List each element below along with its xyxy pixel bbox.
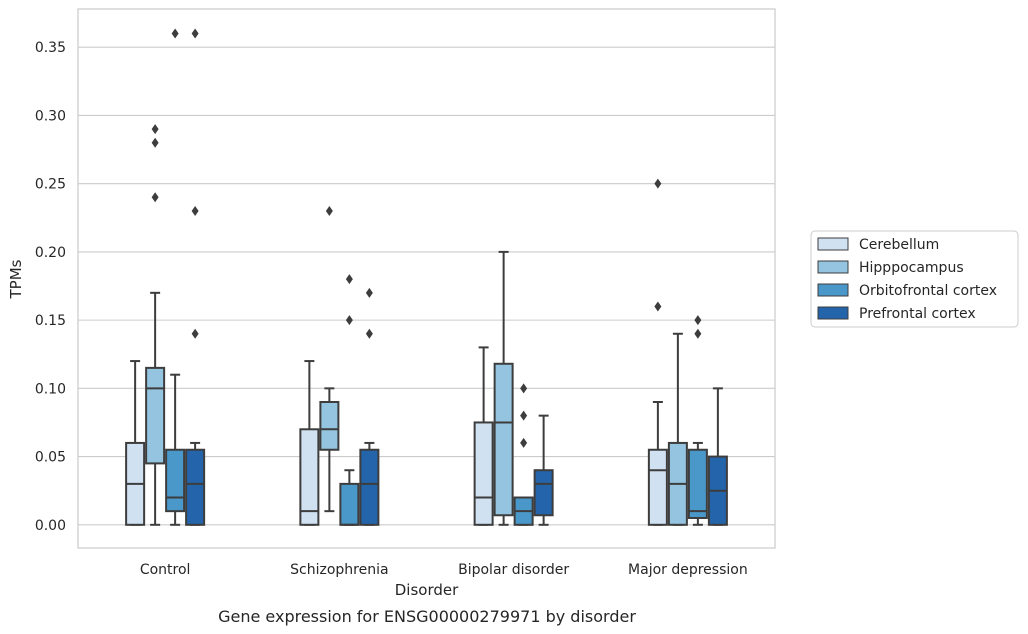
x-tick-label-2: Bipolar disorder [458,562,569,578]
box-0-1 [299,360,320,526]
y-tick-label-3: 0.15 [35,313,66,329]
legend: Cerebellum Hipppocampus Orbitofrontal cort… [810,230,1019,328]
legend-swatch-2 [817,283,849,297]
chart-caption: Gene expression for ENSG00000279971 by d… [218,607,636,626]
y-tick-label-0: 0.00 [35,518,66,534]
box-body [533,469,554,517]
y-axis-ticks: 0.00 0.05 0.10 0.15 0.20 0.25 0.30 0.35 [35,40,66,534]
box-3-0 [185,28,206,526]
box-1-3 [667,332,688,526]
x-tick-label-0: Control [140,562,191,578]
legend-swatch-0 [817,237,849,251]
legend-box [810,230,1019,328]
outlier-point [191,28,199,39]
outlier-point [365,287,373,298]
box-body [493,362,514,517]
box-body [165,448,186,513]
box-3-2 [533,414,554,526]
outlier-point [151,124,159,135]
box-1-0 [145,124,166,526]
x-axis-ticks: Control Schizophrenia Bipolar disorder Majo… [140,562,748,578]
legend-label-1: Hipppocampus [859,260,964,276]
box-0-0 [125,360,146,526]
box-1-1 [319,205,340,513]
outlier-point [151,192,159,203]
plot-frame [77,8,776,549]
box-body [359,448,380,526]
outlier-point [654,301,662,312]
box-body [299,428,320,526]
x-tick-label-1: Schizophrenia [290,562,388,578]
box-body [185,448,206,526]
box-3-1 [359,287,380,526]
x-tick-label-3: Major depression [628,562,748,578]
legend-swatch-3 [817,306,849,320]
box-body [473,421,494,526]
x-axis-label: Disorder [395,581,459,599]
box-0-2 [473,346,494,526]
legend-swatch-1 [817,260,849,274]
outlier-point [345,274,353,285]
box-2-0 [165,28,186,526]
y-axis-label: TPMs [7,259,25,299]
y-tick-label-4: 0.20 [35,245,66,261]
outlier-point [171,28,179,39]
outlier-point [151,137,159,148]
box-body [647,448,668,526]
outlier-point [520,410,528,421]
y-tick-label-1: 0.05 [35,450,66,466]
legend-label-3: Prefrontal cortex [859,306,976,322]
box-2-3 [687,315,708,526]
box-1-2 [493,250,514,526]
outlier-point [520,437,528,448]
y-tick-label-6: 0.30 [35,108,66,124]
y-tick-label-2: 0.10 [35,381,66,397]
outlier-point [365,328,373,339]
y-tick-label-5: 0.25 [35,177,66,193]
box-body [319,400,340,451]
legend-label-2: Orbitofrontal cortex [859,283,997,299]
box-2-2 [513,383,534,526]
outlier-point [694,315,702,326]
outlier-point [520,383,528,394]
outlier-point [654,178,662,189]
box-3-3 [707,387,728,526]
y-tick-label-7: 0.35 [35,40,66,56]
box-body [339,482,360,526]
outlier-point [694,328,702,339]
outlier-point [191,328,199,339]
box-body [145,366,166,465]
outlier-point [325,205,333,216]
legend-label-0: Cerebellum [859,237,939,253]
box-0-3 [647,178,668,526]
box-2-1 [339,274,360,526]
box-body [687,448,708,519]
outlier-point [345,315,353,326]
box-plot-area [125,28,728,526]
outlier-point [191,205,199,216]
